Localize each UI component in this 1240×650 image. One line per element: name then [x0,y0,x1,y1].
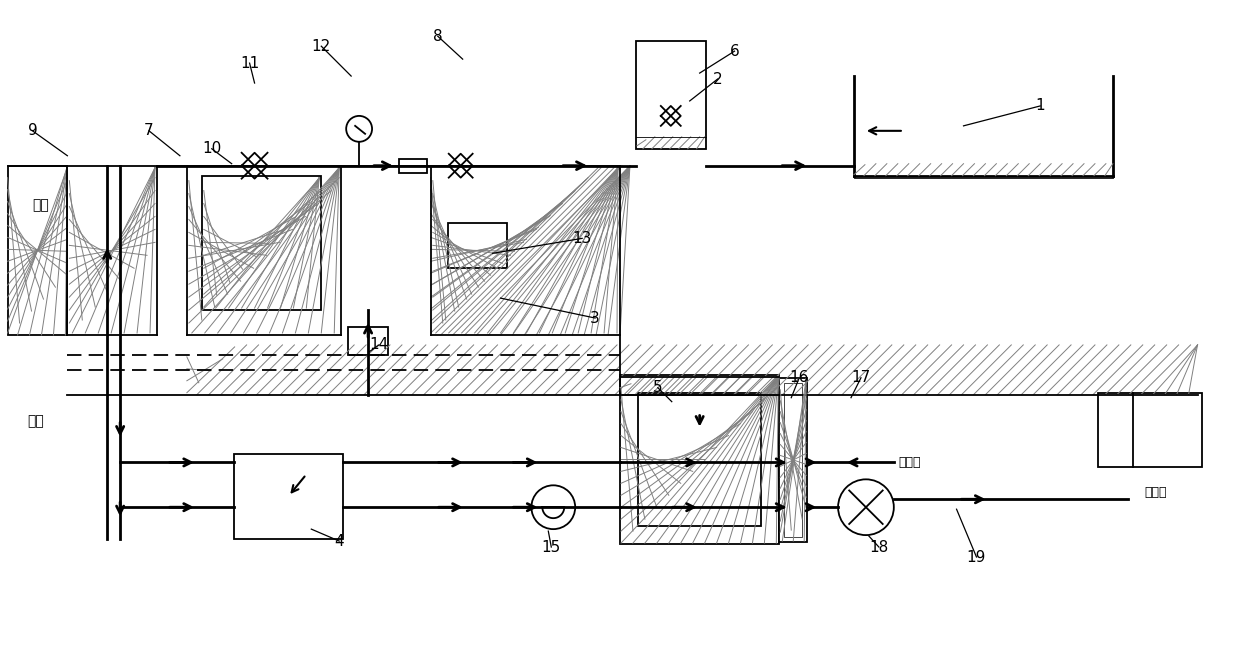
Text: 地表: 地表 [32,198,48,213]
Text: 19: 19 [967,549,986,564]
Text: 井下: 井下 [27,415,43,428]
Text: 11: 11 [241,56,259,71]
Text: 3: 3 [590,311,600,326]
Text: 18: 18 [869,540,889,554]
Text: 5: 5 [653,380,662,395]
Circle shape [532,486,575,529]
Text: 16: 16 [790,370,808,385]
Text: 8: 8 [433,29,443,44]
Text: 10: 10 [202,141,222,156]
Circle shape [346,116,372,142]
Text: 12: 12 [311,39,331,54]
Text: 9: 9 [27,124,37,138]
Bar [636,41,706,149]
Bar [233,454,343,539]
Bar [448,224,507,268]
Text: 1: 1 [1035,98,1045,114]
Bar [202,176,321,310]
Bar [620,375,779,544]
Bar [1097,393,1203,467]
Text: 2: 2 [713,72,723,86]
Text: 15: 15 [542,540,560,554]
Text: 14: 14 [370,337,388,352]
Bar [348,327,388,355]
Bar [637,393,761,526]
Text: 送风管: 送风管 [1145,486,1167,499]
Bar [779,378,807,542]
Circle shape [838,479,894,535]
Text: 7: 7 [144,124,154,138]
Bar [7,166,67,335]
Text: 6: 6 [729,44,739,58]
Text: 13: 13 [573,231,591,246]
Bar [399,159,427,173]
Text: 4: 4 [335,534,343,549]
Text: 17: 17 [852,370,870,385]
Text: 进风口: 进风口 [899,456,921,469]
Bar [784,383,802,537]
